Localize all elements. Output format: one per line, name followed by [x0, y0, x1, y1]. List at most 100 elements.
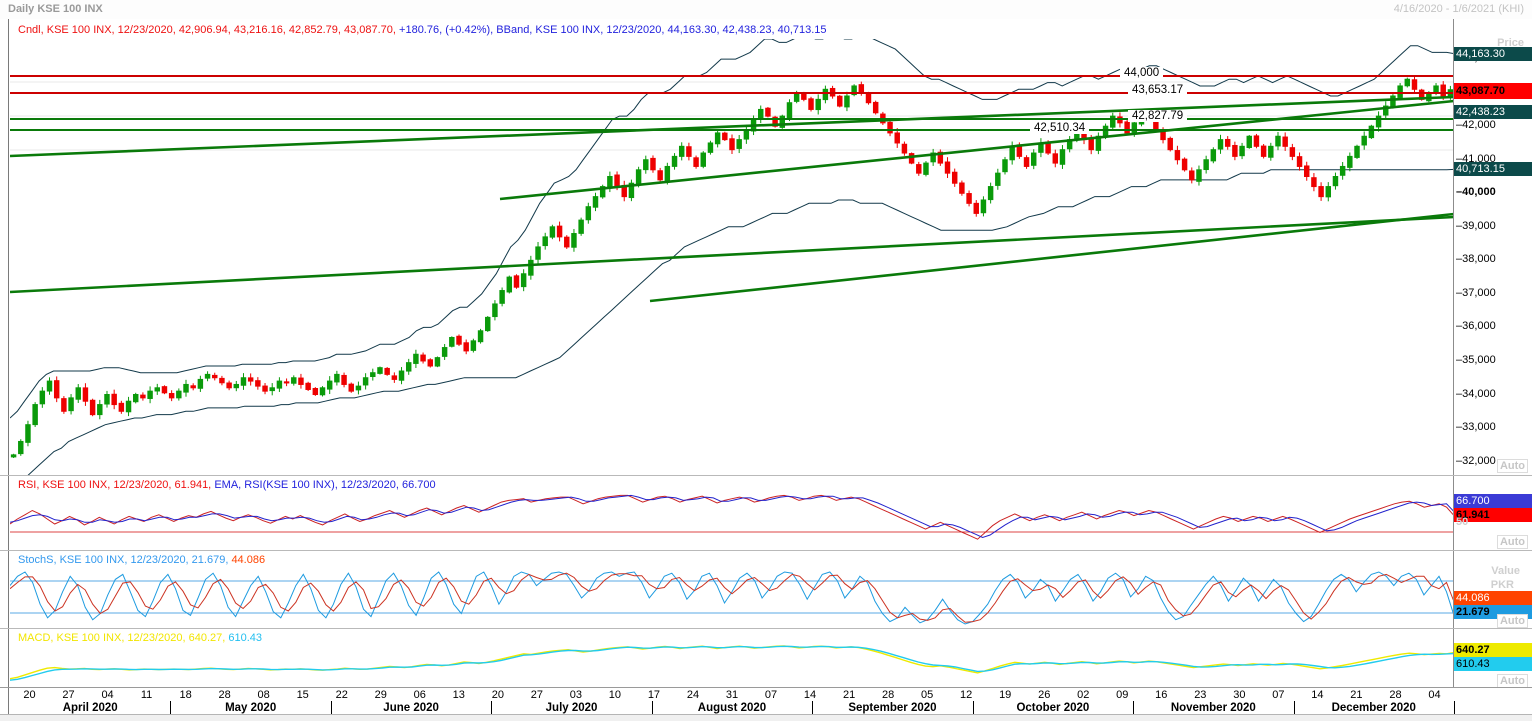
stochs-k-line [10, 571, 1454, 625]
price-axis-auto-button[interactable]: Auto [1496, 459, 1528, 473]
date-tick-day: 08 [257, 689, 270, 701]
date-tick-day: 19 [999, 689, 1012, 701]
date-tick-day: 27 [62, 689, 75, 701]
macd-axis[interactable]: 640.27 610.43 Auto [1453, 629, 1532, 689]
date-month-separator [651, 701, 653, 716]
macd-badge-610.43: 610.43 [1454, 657, 1532, 671]
date-tick-day: 13 [452, 689, 465, 701]
stochs-chart-svg [10, 571, 1454, 625]
date-month-label: September 2020 [848, 702, 937, 714]
date-month-label: April 2020 [62, 702, 118, 714]
price-badge-40,713.15: 40,713.15 [1454, 162, 1532, 177]
date-month-separator [1293, 701, 1295, 716]
date-range-label: 4/16/2020 - 1/6/2021 (KHI) [1393, 3, 1524, 15]
date-month-separator [330, 701, 332, 716]
date-axis-scrollbar[interactable] [0, 714, 1532, 721]
date-month-separator [170, 701, 172, 716]
price-legend-bband: BBand, KSE 100 INX, 12/23/2020, 44,163.3… [496, 24, 827, 36]
stochs-panel-left-bar [8, 551, 9, 629]
date-tick-day: 21 [1350, 689, 1363, 701]
macd-plot-area [10, 645, 1454, 689]
date-tick-day: 28 [218, 689, 231, 701]
macd-line [10, 645, 1454, 680]
date-tick-day: 18 [179, 689, 192, 701]
line-label-42510: 42,510.34 [1030, 122, 1090, 134]
date-month-label: May 2020 [225, 702, 277, 714]
macd-legend-b: 610.43 [228, 632, 263, 644]
date-tick-day: 24 [686, 689, 700, 701]
date-tick-day: 16 [1155, 689, 1168, 701]
date-tick-day: 15 [296, 689, 309, 701]
stochs-badge-44.086: 44.086 [1454, 591, 1532, 605]
date-tick-day: 23 [1194, 689, 1207, 701]
rsi-axis[interactable]: 66.700 61.941 50 Auto [1453, 476, 1532, 551]
stochs-legend-a: StochS, KSE 100 INX, 12/23/2020, 21.679, [18, 554, 229, 566]
price-tick-38000: –38,000 [1456, 253, 1496, 266]
price-badge-44,163.30: 44,163.30 [1454, 46, 1532, 61]
macd-badge-640.27: 640.27 [1454, 643, 1532, 657]
rsi-panel: RSI, KSE 100 INX, 12/23/2020, 61.941, EM… [0, 475, 1532, 551]
price-tick-35000: –35,000 [1456, 353, 1496, 366]
macd-signal-line [10, 645, 1454, 681]
stochs-axis-auto-button[interactable]: Auto [1496, 614, 1528, 628]
date-tick-day: 27 [530, 689, 543, 701]
rsi-panel-legend: RSI, KSE 100 INX, 12/23/2020, 61.941, EM… [18, 479, 436, 491]
date-month-label: August 2020 [697, 702, 767, 714]
price-tick-41000: –41,000 [1456, 152, 1496, 165]
date-tick-day: 28 [1389, 689, 1402, 701]
date-month-label: June 2020 [383, 702, 439, 714]
support-resistance-lines [10, 75, 1454, 131]
date-month-separator [491, 701, 493, 716]
rsi-badge-61.941: 61.941 [1454, 508, 1532, 522]
date-tick-day: 11 [140, 689, 153, 701]
rsi-legend-b: EMA, RSI(KSE 100 INX), 12/23/2020, 66.70… [214, 479, 436, 491]
price-tick-37000: –37,000 [1456, 286, 1496, 299]
date-tick-day: 28 [881, 689, 895, 701]
price-tick-42000: –42,000 [1456, 119, 1496, 132]
date-tick-day: 04 [1428, 689, 1441, 701]
stochs-axis[interactable]: Value PKR 44.086 21.679 Auto [1453, 551, 1532, 629]
bollinger-lower-band [27, 168, 1454, 475]
price-panel-legend: Cndl, KSE 100 INX, 12/23/2020, 42,906.94… [18, 24, 827, 36]
line-label-44000: 44,000 [1120, 67, 1164, 79]
rsi-tick-50: 50 [1456, 516, 1469, 528]
macd-chart-svg [10, 645, 1454, 681]
rsi-chart-svg [10, 494, 1454, 540]
rsi-axis-auto-button[interactable]: Auto [1496, 535, 1528, 549]
rsi-badge-66.700: 66.700 [1454, 494, 1532, 508]
date-tick-day: 06 [413, 689, 426, 701]
price-chart-svg [10, 39, 1454, 475]
date-axis[interactable]: 20 27 04 11 18 28 08 15 22 29 06 13 20 27 03 10 17 24 31 07… [0, 687, 1532, 721]
price-axis-title: Price [1497, 37, 1524, 49]
date-tick-day: 07 [1272, 689, 1285, 701]
date-tick-day: 09 [1116, 689, 1129, 701]
date-tick-day: 07 [764, 689, 778, 701]
window-title: Daily KSE 100 INX [8, 3, 103, 15]
price-tick-39000: –39,000 [1456, 219, 1496, 232]
date-month-label: July 2020 [545, 702, 598, 714]
date-month-label: December 2020 [1331, 702, 1416, 714]
date-tick-day: 22 [335, 689, 348, 701]
price-badge-42,438.23: 42,438.23 [1454, 104, 1532, 119]
date-month-separator [1133, 701, 1135, 716]
date-tick-day: 12 [960, 689, 973, 701]
date-axis-left-bar [8, 688, 9, 715]
date-tick-day: 14 [1311, 689, 1324, 701]
line-label-43653: 43,653.17 [1128, 84, 1188, 96]
stochs-axis-unit: PKR [1490, 579, 1514, 591]
date-tick-day: 17 [647, 689, 661, 701]
stochs-plot-area [10, 567, 1454, 629]
macd-axis-auto-button[interactable]: Auto [1496, 674, 1528, 688]
stochs-axis-title: Value [1491, 565, 1520, 577]
price-tick-40000: –40,000 [1456, 186, 1496, 199]
stochs-legend-b: 44.086 [231, 554, 266, 566]
price-panel: Cndl, KSE 100 INX, 12/23/2020, 42,906.94… [0, 19, 1532, 475]
date-tick-day: 30 [1233, 689, 1246, 701]
rsi-legend-a: RSI, KSE 100 INX, 12/23/2020, 61.941, [18, 479, 212, 491]
rsi-panel-left-bar [8, 476, 9, 551]
date-tick-day: 10 [608, 689, 622, 701]
rsi-line [10, 494, 1454, 540]
price-axis[interactable]: Price PKR –44,000–43,000–42,000–41,000–4… [1453, 19, 1532, 475]
date-tick-day: 03 [569, 689, 583, 701]
trend-channel-lines [10, 95, 1454, 303]
